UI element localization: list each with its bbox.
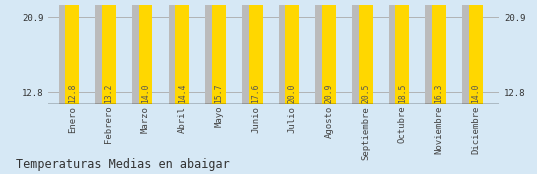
Text: 18.5: 18.5 — [398, 84, 407, 103]
Bar — [205, 0, 219, 104]
Bar — [102, 0, 116, 104]
Bar — [132, 0, 146, 104]
Bar — [285, 0, 299, 104]
Text: 17.6: 17.6 — [251, 84, 260, 103]
Bar — [352, 0, 366, 104]
Bar — [249, 0, 263, 104]
Bar — [139, 0, 153, 104]
Bar — [389, 0, 403, 104]
Text: 16.3: 16.3 — [434, 84, 444, 103]
Bar — [169, 0, 183, 104]
Bar — [469, 0, 483, 104]
Text: 13.2: 13.2 — [104, 84, 113, 103]
Bar — [242, 0, 256, 104]
Text: 20.0: 20.0 — [288, 84, 297, 103]
Text: Temperaturas Medias en abaigar: Temperaturas Medias en abaigar — [16, 157, 230, 171]
Bar — [95, 0, 109, 104]
Text: 14.0: 14.0 — [141, 84, 150, 103]
Bar — [59, 0, 72, 104]
Bar — [279, 0, 293, 104]
Text: 20.9: 20.9 — [324, 84, 333, 103]
Bar — [322, 0, 336, 104]
Text: 12.8: 12.8 — [68, 84, 77, 103]
Text: 14.0: 14.0 — [471, 84, 480, 103]
Bar — [65, 0, 79, 104]
Text: 14.4: 14.4 — [178, 84, 187, 103]
Bar — [425, 0, 439, 104]
Bar — [432, 0, 446, 104]
Bar — [359, 0, 373, 104]
Bar — [462, 0, 476, 104]
Bar — [315, 0, 329, 104]
Bar — [395, 0, 409, 104]
Text: 15.7: 15.7 — [214, 84, 223, 103]
Bar — [212, 0, 226, 104]
Bar — [175, 0, 189, 104]
Text: 20.5: 20.5 — [361, 84, 370, 103]
